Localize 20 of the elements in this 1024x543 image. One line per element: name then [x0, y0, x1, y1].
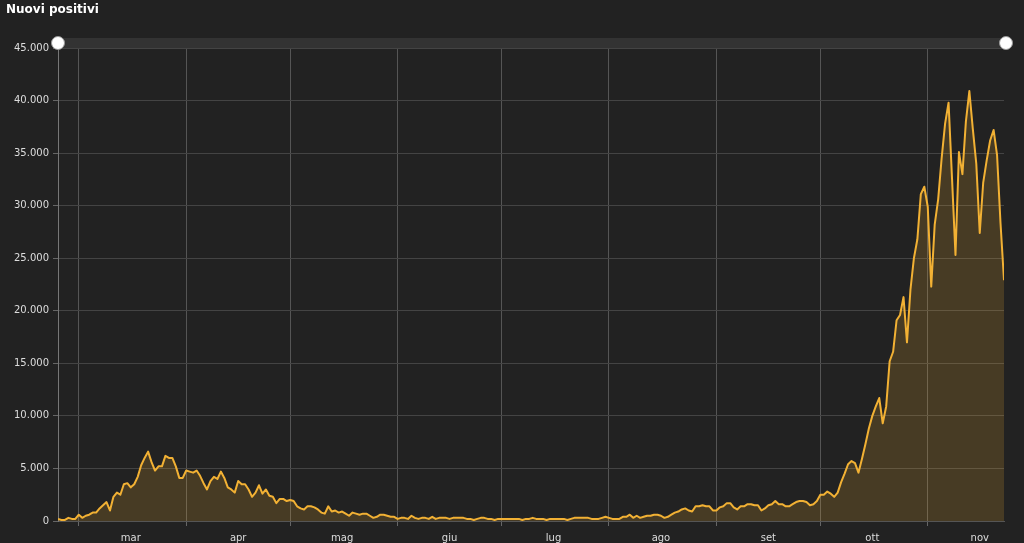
chart-title: Nuovi positivi	[6, 2, 99, 16]
x-tick-label: nov	[970, 531, 990, 543]
y-tick-label: 5.000	[20, 462, 49, 474]
x-tick-label: apr	[229, 531, 248, 543]
y-tick-label: 35.000	[14, 146, 49, 158]
y-tick-label: 10.000	[14, 409, 49, 421]
y-tick-label: 30.000	[14, 199, 49, 211]
y-tick-label: 20.000	[14, 304, 49, 316]
x-tick-label: ago	[651, 531, 671, 543]
y-tick-label: 45.000	[14, 41, 49, 53]
y-tick-label: 40.000	[14, 94, 49, 106]
y-tick-label: 15.000	[14, 356, 49, 368]
x-tick-label: mag	[331, 531, 354, 543]
y-tick-label: 0	[42, 514, 49, 526]
x-tick-label: set	[760, 531, 777, 543]
x-tick-label: lug	[545, 531, 562, 543]
y-tick-label: 25.000	[14, 251, 49, 263]
x-tick-label: giu	[441, 531, 458, 543]
x-tick-label: mar	[120, 531, 142, 543]
x-tick-label: ott	[865, 531, 880, 543]
